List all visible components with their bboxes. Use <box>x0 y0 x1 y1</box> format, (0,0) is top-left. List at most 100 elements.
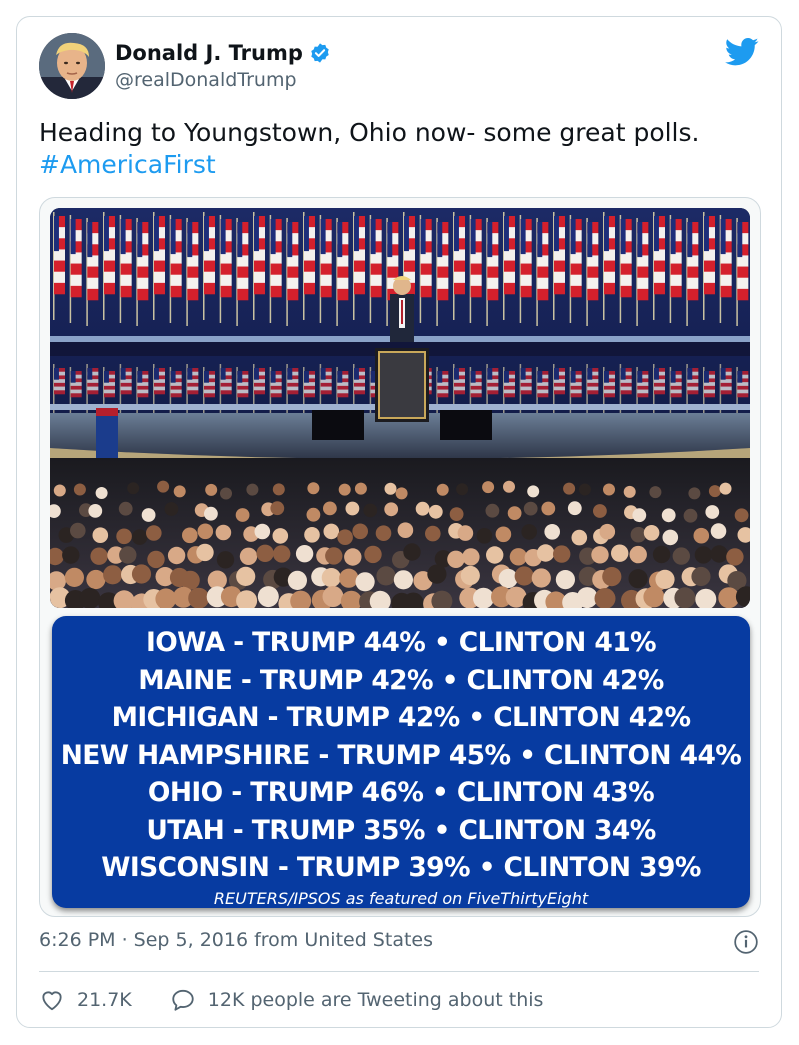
crowd-head <box>384 482 397 495</box>
crowd-head <box>473 587 494 608</box>
crowd-head <box>460 565 480 586</box>
flag <box>69 215 82 323</box>
crowd-head <box>127 482 140 495</box>
tweet-card: Donald J. Trump @realDonaldTrump Heading… <box>16 16 782 1028</box>
crowd-head <box>119 546 137 564</box>
crowd-head <box>384 502 399 517</box>
flag <box>453 212 465 320</box>
flag-reflection <box>203 367 215 423</box>
crowd-head <box>257 586 279 608</box>
crowd-head <box>113 590 135 608</box>
flag <box>619 215 632 323</box>
tweet-media[interactable]: IOWA - TRUMP 44% • CLINTON 41% MAINE - T… <box>39 197 761 917</box>
flag-reflection <box>336 367 349 423</box>
crowd-head <box>116 528 132 545</box>
flag-reflection <box>153 364 165 420</box>
crowd-head <box>649 486 662 499</box>
crowd-head <box>364 545 382 564</box>
crowd-head <box>146 525 162 541</box>
crowd-head <box>344 548 362 566</box>
flag-reflection <box>569 367 582 423</box>
speech-bubble-icon[interactable] <box>170 987 196 1013</box>
convention-stage-photo[interactable] <box>50 208 750 608</box>
crowd-head <box>337 529 353 545</box>
crowd-head <box>694 546 713 564</box>
crowd-head <box>239 547 258 565</box>
flag-reflection <box>353 364 365 420</box>
crowd-head <box>507 506 522 520</box>
crowd-head <box>173 485 186 498</box>
author-display-name[interactable]: Donald J. Trump <box>115 41 303 65</box>
avatar[interactable] <box>39 33 105 99</box>
crowd-head <box>509 548 528 566</box>
author-name-row[interactable]: Donald J. Trump <box>115 41 331 65</box>
crowd-head <box>482 481 495 494</box>
flag <box>419 215 432 323</box>
flag <box>653 212 665 320</box>
hashtag-link[interactable]: #AmericaFirst <box>39 150 216 179</box>
crowd-head <box>50 571 66 591</box>
crowd-head <box>578 483 591 496</box>
crowd-head <box>567 501 582 516</box>
flag <box>203 212 215 320</box>
crowd-head <box>505 586 527 608</box>
crowd-head <box>197 523 214 540</box>
like-action[interactable]: 21.7K <box>39 987 132 1013</box>
crowd-head <box>428 504 443 519</box>
crowd-head <box>90 547 108 565</box>
crowd-head <box>476 528 493 544</box>
poll-line-maine: MAINE - TRUMP 42% • CLINTON 42% <box>138 664 664 696</box>
crowd-head <box>628 569 648 589</box>
crowd-head <box>727 571 747 591</box>
crowd-head <box>630 526 647 543</box>
heart-icon[interactable] <box>39 987 65 1013</box>
crowd-head <box>155 588 177 608</box>
crowd-head <box>632 508 647 523</box>
crowd-head <box>216 551 235 569</box>
flag-reflection <box>603 367 615 423</box>
flag-reflection <box>303 367 315 423</box>
crowd-head <box>591 546 609 564</box>
flag-reflection <box>719 364 732 420</box>
crowd-head <box>147 550 165 569</box>
tweet-timestamp[interactable]: 6:26 PM · Sep 5, 2016 from United States <box>39 929 433 951</box>
crowd-head <box>375 525 392 541</box>
crowd-head <box>553 545 571 563</box>
crowd-head <box>53 484 66 497</box>
flag-reflection <box>53 364 65 420</box>
like-count[interactable]: 21.7K <box>77 989 132 1011</box>
crowd-head <box>325 547 343 565</box>
verified-badge-icon <box>311 43 329 63</box>
info-icon[interactable] <box>733 929 759 955</box>
crowd-head <box>457 525 474 541</box>
flag <box>469 215 482 323</box>
crowd-head <box>352 523 369 540</box>
crowd-head <box>220 487 232 500</box>
crowd-head <box>708 485 721 498</box>
crowd-head <box>544 524 560 540</box>
author-handle[interactable]: @realDonaldTrump <box>115 69 297 91</box>
conversation-text[interactable]: 12K people are Tweeting about this <box>207 989 544 1011</box>
crowd-head <box>273 545 291 563</box>
poll-line-iowa: IOWA - TRUMP 44% • CLINTON 41% <box>145 627 657 658</box>
poll-line-utah: UTAH - TRUMP 35% • CLINTON 34% <box>146 814 656 846</box>
crowd-head <box>434 550 453 568</box>
crowd-head <box>323 501 337 516</box>
flag-reflection <box>453 364 465 420</box>
crowd-head <box>270 501 285 516</box>
twitter-bird-icon[interactable] <box>725 37 759 67</box>
crowd-head <box>272 528 289 544</box>
stage-illustration <box>50 208 750 608</box>
flag-reflection <box>253 364 265 420</box>
flag <box>119 215 132 323</box>
crowd-head <box>131 564 152 584</box>
crowd-head <box>486 546 504 564</box>
crowd-head <box>737 527 750 543</box>
flag <box>236 218 249 326</box>
crowd-head <box>235 508 250 522</box>
crowd-head <box>594 588 616 608</box>
conversation-action[interactable]: 12K people are Tweeting about this <box>170 987 544 1013</box>
poll-line-wisconsin: WISCONSIN - TRUMP 39% • CLINTON 39% <box>101 852 701 883</box>
crowd-head <box>514 566 534 586</box>
crowd-head <box>536 544 555 562</box>
